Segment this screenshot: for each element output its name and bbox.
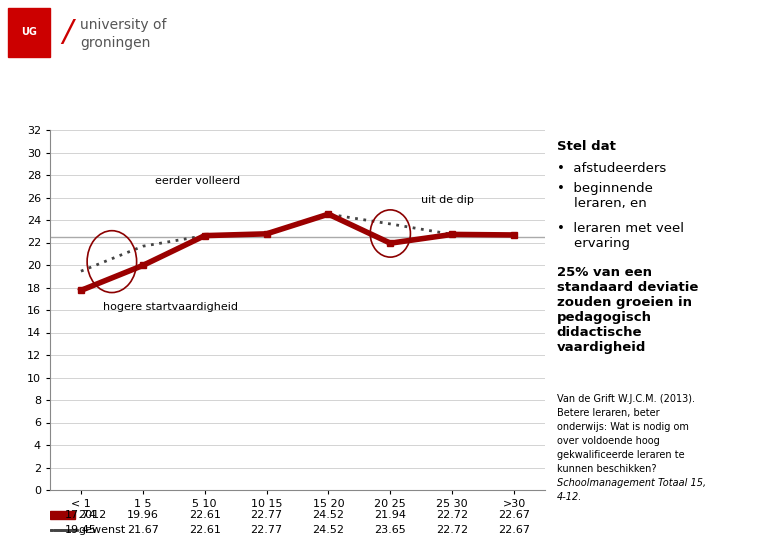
Text: onderwijs: Wat is nodig om: onderwijs: Wat is nodig om xyxy=(557,422,689,432)
Text: •  leraren met veel
    ervaring: • leraren met veel ervaring xyxy=(557,222,684,250)
Text: Schoolmanagement Totaal 15,: Schoolmanagement Totaal 15, xyxy=(557,478,706,488)
Text: Van de Grift W.J.C.M. (2013).: Van de Grift W.J.C.M. (2013). xyxy=(557,394,695,404)
Text: eerder volleerd: eerder volleerd xyxy=(155,176,240,186)
Text: 22.72: 22.72 xyxy=(436,525,468,535)
Text: over voldoende hoog: over voldoende hoog xyxy=(557,436,660,446)
FancyBboxPatch shape xyxy=(8,8,50,57)
Text: uit de dip: uit de dip xyxy=(421,195,474,205)
Text: 24.52: 24.52 xyxy=(313,525,345,535)
Text: Stel dat: Stel dat xyxy=(557,140,615,153)
Text: Pedagogisch didactische vaardigheid en ervaring: Pedagogisch didactische vaardigheid en e… xyxy=(8,75,492,93)
Text: 24.52: 24.52 xyxy=(313,510,345,520)
Text: 22.67: 22.67 xyxy=(498,510,530,520)
Text: groningen: groningen xyxy=(80,36,151,50)
Text: kunnen beschikken?: kunnen beschikken? xyxy=(557,464,656,474)
Text: •  beginnende
    leraren, en: • beginnende leraren, en xyxy=(557,182,653,210)
Text: 22.77: 22.77 xyxy=(250,525,282,535)
Text: 22.61: 22.61 xyxy=(189,510,221,520)
Text: Betere leraren, beter: Betere leraren, beter xyxy=(557,408,659,418)
Text: 22.72: 22.72 xyxy=(436,510,468,520)
Bar xyxy=(50,511,75,519)
Text: hogere startvaardigheid: hogere startvaardigheid xyxy=(103,302,238,312)
Text: 22.67: 22.67 xyxy=(498,525,530,535)
Text: UG: UG xyxy=(21,27,37,37)
Text: 17.74: 17.74 xyxy=(65,510,97,520)
Text: gewenst: gewenst xyxy=(78,525,126,535)
Text: 25% van een
standaard deviatie
zouden groeien in
pedagogisch
didactische
vaardig: 25% van een standaard deviatie zouden gr… xyxy=(557,266,698,354)
Text: gekwalificeerde leraren te: gekwalificeerde leraren te xyxy=(557,450,684,460)
Text: /: / xyxy=(62,18,73,48)
Text: 21.67: 21.67 xyxy=(127,525,159,535)
Text: 23.65: 23.65 xyxy=(374,525,406,535)
Text: university of: university of xyxy=(80,18,166,32)
Text: 2012: 2012 xyxy=(78,510,106,520)
Text: 21.94: 21.94 xyxy=(374,510,406,520)
Text: 22.77: 22.77 xyxy=(250,510,282,520)
Text: 19.45: 19.45 xyxy=(65,525,97,535)
Text: 22.61: 22.61 xyxy=(189,525,221,535)
Text: •  afstudeerders: • afstudeerders xyxy=(557,162,666,175)
Text: 4-12.: 4-12. xyxy=(557,492,582,502)
Text: (n=1604; gemiddelde=21.91; sd=6.85): (n=1604; gemiddelde=21.91; sd=6.85) xyxy=(8,103,391,121)
Text: 19.96: 19.96 xyxy=(127,510,159,520)
